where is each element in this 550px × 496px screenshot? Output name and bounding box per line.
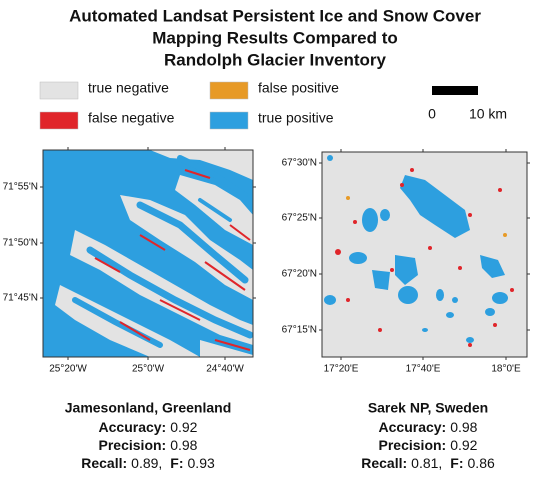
y-tick-label: 67°15'N <box>282 325 317 336</box>
metric-value: 0.98 <box>450 419 477 435</box>
scale-start: 0 <box>428 106 436 122</box>
y-tick-label: 67°30'N <box>282 158 317 169</box>
legend-label: false positive <box>258 80 339 96</box>
scale-end: 10 km <box>469 106 507 122</box>
metric-label: Recall: <box>361 455 407 471</box>
panel-name: Jamesonland, Greenland <box>65 400 232 416</box>
y-tick-label: 71°50'N <box>3 238 38 249</box>
legend-swatch <box>209 111 249 130</box>
legend-swatch <box>39 111 79 130</box>
map-sarek <box>322 152 527 357</box>
x-tick-label: 24°40'W <box>206 364 244 375</box>
legend-swatch <box>209 81 249 100</box>
metric-label: Precision: <box>99 437 167 453</box>
scale-bar <box>432 86 478 95</box>
metric-value: 0.92 <box>450 437 477 453</box>
metric-value: 0.98 <box>170 437 197 453</box>
title-line: Mapping Results Compared to <box>152 28 398 47</box>
y-tick-label: 71°55'N <box>3 182 38 193</box>
x-tick-label: 17°20'E <box>324 364 359 375</box>
metric-line: Accuracy: 0.92 <box>99 419 198 435</box>
x-tick-label: 25°20'W <box>49 364 87 375</box>
metric-label: Precision: <box>379 437 447 453</box>
y-tick-label: 71°45'N <box>3 293 38 304</box>
metric-label: F: <box>170 455 183 471</box>
metric-line: Precision: 0.98 <box>99 437 198 453</box>
map-greenland <box>43 150 253 357</box>
metric-label: Accuracy: <box>99 419 167 435</box>
legend-swatch <box>39 81 79 100</box>
x-tick-label: 17°40'E <box>406 364 441 375</box>
metric-label: Recall: <box>81 455 127 471</box>
y-tick-label: 67°20'N <box>282 269 317 280</box>
metric-value: 0.93 <box>188 455 215 471</box>
title-line: Automated Landsat Persistent Ice and Sno… <box>69 6 481 25</box>
title: Automated Landsat Persistent Ice and Sno… <box>69 6 481 69</box>
legend-label: true positive <box>258 110 334 126</box>
metric-value: 0.81, <box>411 455 442 471</box>
title-line: Randolph Glacier Inventory <box>164 50 387 69</box>
metric-value: 0.86 <box>468 455 495 471</box>
metric-line: Recall: 0.89, F: 0.93 <box>81 455 215 471</box>
map-frame <box>321 151 528 358</box>
x-tick-label: 18°0'E <box>491 364 521 375</box>
legend-label: false negative <box>88 110 175 126</box>
y-tick-label: 67°25'N <box>282 213 317 224</box>
metric-value: 0.89, <box>131 455 162 471</box>
metric-line: Recall: 0.81, F: 0.86 <box>361 455 495 471</box>
panel-name: Sarek NP, Sweden <box>368 400 488 416</box>
metric-value: 0.92 <box>170 419 197 435</box>
x-tick-label: 25°0'W <box>132 364 165 375</box>
metric-label: F: <box>450 455 463 471</box>
legend-label: true negative <box>88 80 169 96</box>
metric-label: Accuracy: <box>379 419 447 435</box>
metric-line: Precision: 0.92 <box>379 437 478 453</box>
metric-line: Accuracy: 0.98 <box>379 419 478 435</box>
